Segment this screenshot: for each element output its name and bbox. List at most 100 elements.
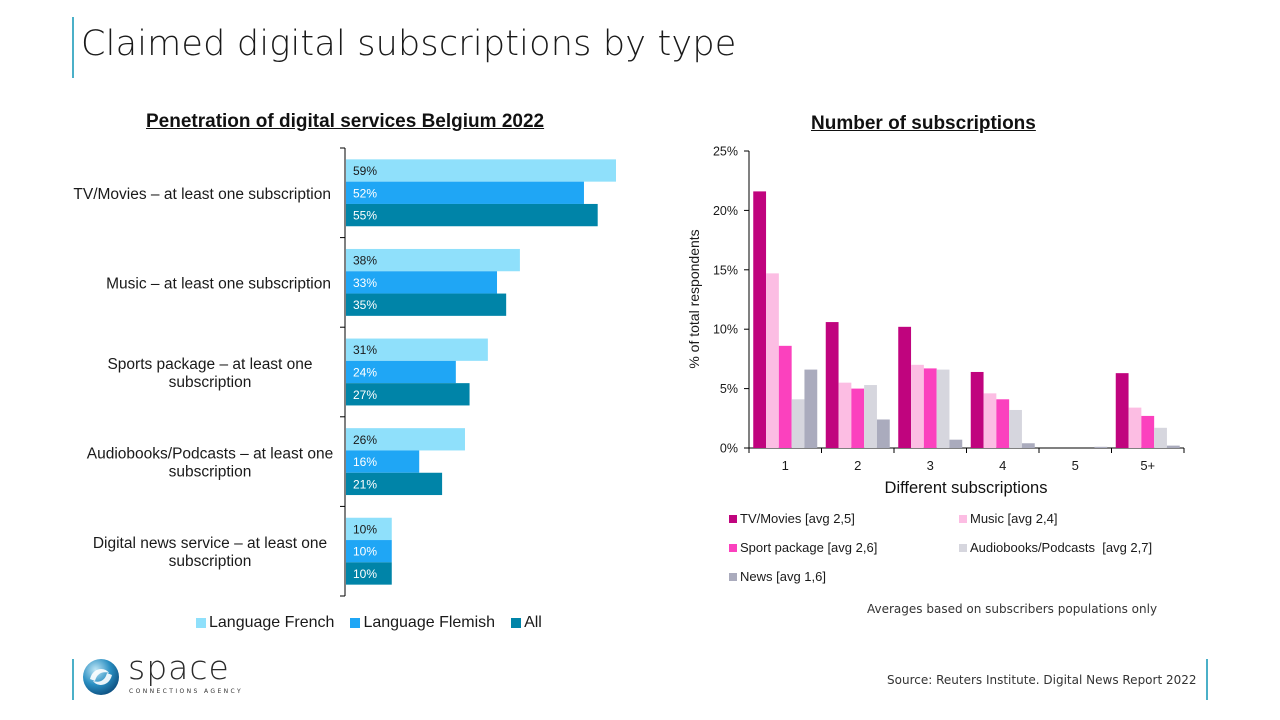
bar-language-flemish bbox=[346, 360, 456, 384]
bar-sport bbox=[923, 368, 937, 448]
bar-language-french bbox=[346, 338, 488, 361]
bar-all bbox=[346, 472, 443, 496]
legend-item: TV/Movies [avg 2,5] bbox=[729, 511, 855, 526]
legend-swatch bbox=[729, 572, 737, 581]
y-axis-label: % of total respondents bbox=[686, 229, 702, 368]
bar-value-label: 10% bbox=[353, 567, 377, 581]
bar-value-label: 10% bbox=[353, 545, 377, 559]
bar-news bbox=[804, 369, 818, 448]
bar-value-label: 31% bbox=[353, 343, 377, 357]
y-tick-label: 25% bbox=[713, 145, 738, 159]
category-label: TV/Movies – at least one subscription bbox=[73, 186, 331, 203]
space-logo: space CONNECTIONS AGENCY bbox=[80, 648, 250, 702]
source-citation: Source: Reuters Institute. Digital News … bbox=[887, 673, 1197, 687]
category-label: Digital news service – at least one bbox=[93, 535, 327, 552]
bar-tvmovies bbox=[970, 371, 984, 448]
bar-language-flemish bbox=[346, 450, 420, 473]
legend-label: Audiobooks/Podcasts [avg 2,7] bbox=[970, 540, 1153, 555]
x-tick-label: 5+ bbox=[1140, 458, 1155, 473]
legend-item: Music [avg 2,4] bbox=[959, 511, 1057, 526]
category-label: subscription bbox=[169, 553, 252, 570]
bar-value-label: 16% bbox=[353, 455, 377, 469]
logo-tagline: CONNECTIONS AGENCY bbox=[129, 688, 244, 695]
bar-sport bbox=[778, 345, 792, 448]
bar-audiobookspodcasts bbox=[1154, 427, 1167, 448]
bar-language-french bbox=[346, 428, 465, 451]
bar-language-french bbox=[346, 517, 392, 541]
x-tick-label: 2 bbox=[854, 458, 861, 473]
bar-value-label: 27% bbox=[353, 388, 377, 402]
bar-value-label: 35% bbox=[353, 298, 377, 312]
legend-item: Language French bbox=[196, 614, 334, 632]
y-tick-label: 5% bbox=[720, 382, 738, 396]
bar-music bbox=[838, 382, 852, 448]
legend-item: Language Flemish bbox=[350, 614, 495, 632]
legend-item: Audiobooks/Podcasts [avg 2,7] bbox=[959, 540, 1152, 555]
title-accent-line bbox=[72, 17, 74, 78]
legend-item: News [avg 1,6] bbox=[729, 569, 826, 584]
bar-value-label: 33% bbox=[353, 276, 377, 290]
subscriptions-count-chart: 0% 5% 10% 15% 20% 25% 1 2 3 4 5 5+ Different subscri… bbox=[686, 145, 1185, 497]
legend-label: TV/Movies [avg 2,5] bbox=[740, 511, 855, 526]
legend-swatch bbox=[511, 618, 522, 628]
bar-value-label: 55% bbox=[353, 209, 377, 223]
bar-music bbox=[1128, 407, 1142, 448]
averages-footnote: Averages based on subscribers population… bbox=[867, 602, 1158, 616]
y-tick-label: 10% bbox=[713, 323, 738, 337]
bar-tvmovies bbox=[1115, 373, 1129, 448]
category-label: subscription bbox=[169, 374, 252, 391]
bar-all bbox=[346, 293, 507, 316]
legend-label: All bbox=[524, 614, 542, 631]
bar-value-label: 21% bbox=[353, 477, 377, 491]
bar-all bbox=[346, 383, 470, 406]
y-tick-label: 0% bbox=[720, 442, 738, 456]
bar-language-flemish bbox=[346, 181, 584, 204]
legend-swatch bbox=[350, 618, 361, 628]
x-tick-label: 3 bbox=[927, 458, 934, 473]
legend-item: All bbox=[511, 614, 542, 632]
bar-value-label: 26% bbox=[353, 433, 377, 447]
bar-tvmovies bbox=[898, 326, 912, 448]
legend-item: Sport package [avg 2,6] bbox=[729, 540, 877, 555]
penetration-bar-chart: 59% 52% 55% TV/Movies – at least one subscr… bbox=[73, 147, 616, 597]
legend-swatch bbox=[729, 543, 737, 552]
category-label: Music – at least one subscription bbox=[106, 275, 331, 292]
bar-news bbox=[876, 419, 890, 448]
page-title: Claimed digital subscriptions by type bbox=[81, 24, 737, 64]
bar-value-label: 10% bbox=[353, 522, 377, 536]
bar-audiobookspodcasts bbox=[936, 369, 950, 448]
legend-swatch bbox=[729, 514, 737, 523]
bar-sport bbox=[996, 399, 1010, 448]
legend-swatch bbox=[959, 514, 967, 523]
bar-value-label: 59% bbox=[353, 164, 377, 178]
x-tick-label: 1 bbox=[782, 458, 789, 473]
bar-value-label: 38% bbox=[353, 254, 377, 268]
bar-news bbox=[1094, 446, 1108, 448]
legend-label: News [avg 1,6] bbox=[740, 569, 826, 584]
bar-all bbox=[346, 203, 598, 227]
legend-swatch bbox=[196, 618, 206, 628]
bar-language-french bbox=[346, 159, 616, 182]
bar-tvmovies bbox=[825, 322, 839, 448]
bar-language-flemish bbox=[346, 540, 392, 563]
bar-audiobookspodcasts bbox=[1009, 409, 1022, 448]
bar-music bbox=[983, 393, 997, 448]
x-tick-label: 5 bbox=[1072, 458, 1079, 473]
category-label: Sports package – at least one bbox=[107, 356, 312, 373]
logo-wordmark: space bbox=[128, 648, 230, 687]
bar-news bbox=[949, 439, 963, 448]
bar-value-label: 52% bbox=[353, 186, 377, 200]
bar-tvmovies bbox=[753, 191, 767, 448]
footer-accent-line-right bbox=[1206, 659, 1208, 700]
bar-sport bbox=[1141, 415, 1155, 448]
left-chart-title: Penetration of digital services Belgium … bbox=[146, 111, 545, 132]
bar-music bbox=[911, 364, 924, 448]
legend-label: Music [avg 2,4] bbox=[970, 511, 1058, 526]
bar-value-label: 24% bbox=[353, 366, 377, 380]
bar-language-flemish bbox=[346, 271, 498, 294]
legend-label: Language Flemish bbox=[363, 614, 496, 631]
footer-accent-line-left bbox=[72, 659, 74, 700]
bar-audiobookspodcasts bbox=[791, 399, 805, 448]
x-axis-label: Different subscriptions bbox=[885, 479, 1048, 497]
bar-sport bbox=[851, 388, 865, 448]
